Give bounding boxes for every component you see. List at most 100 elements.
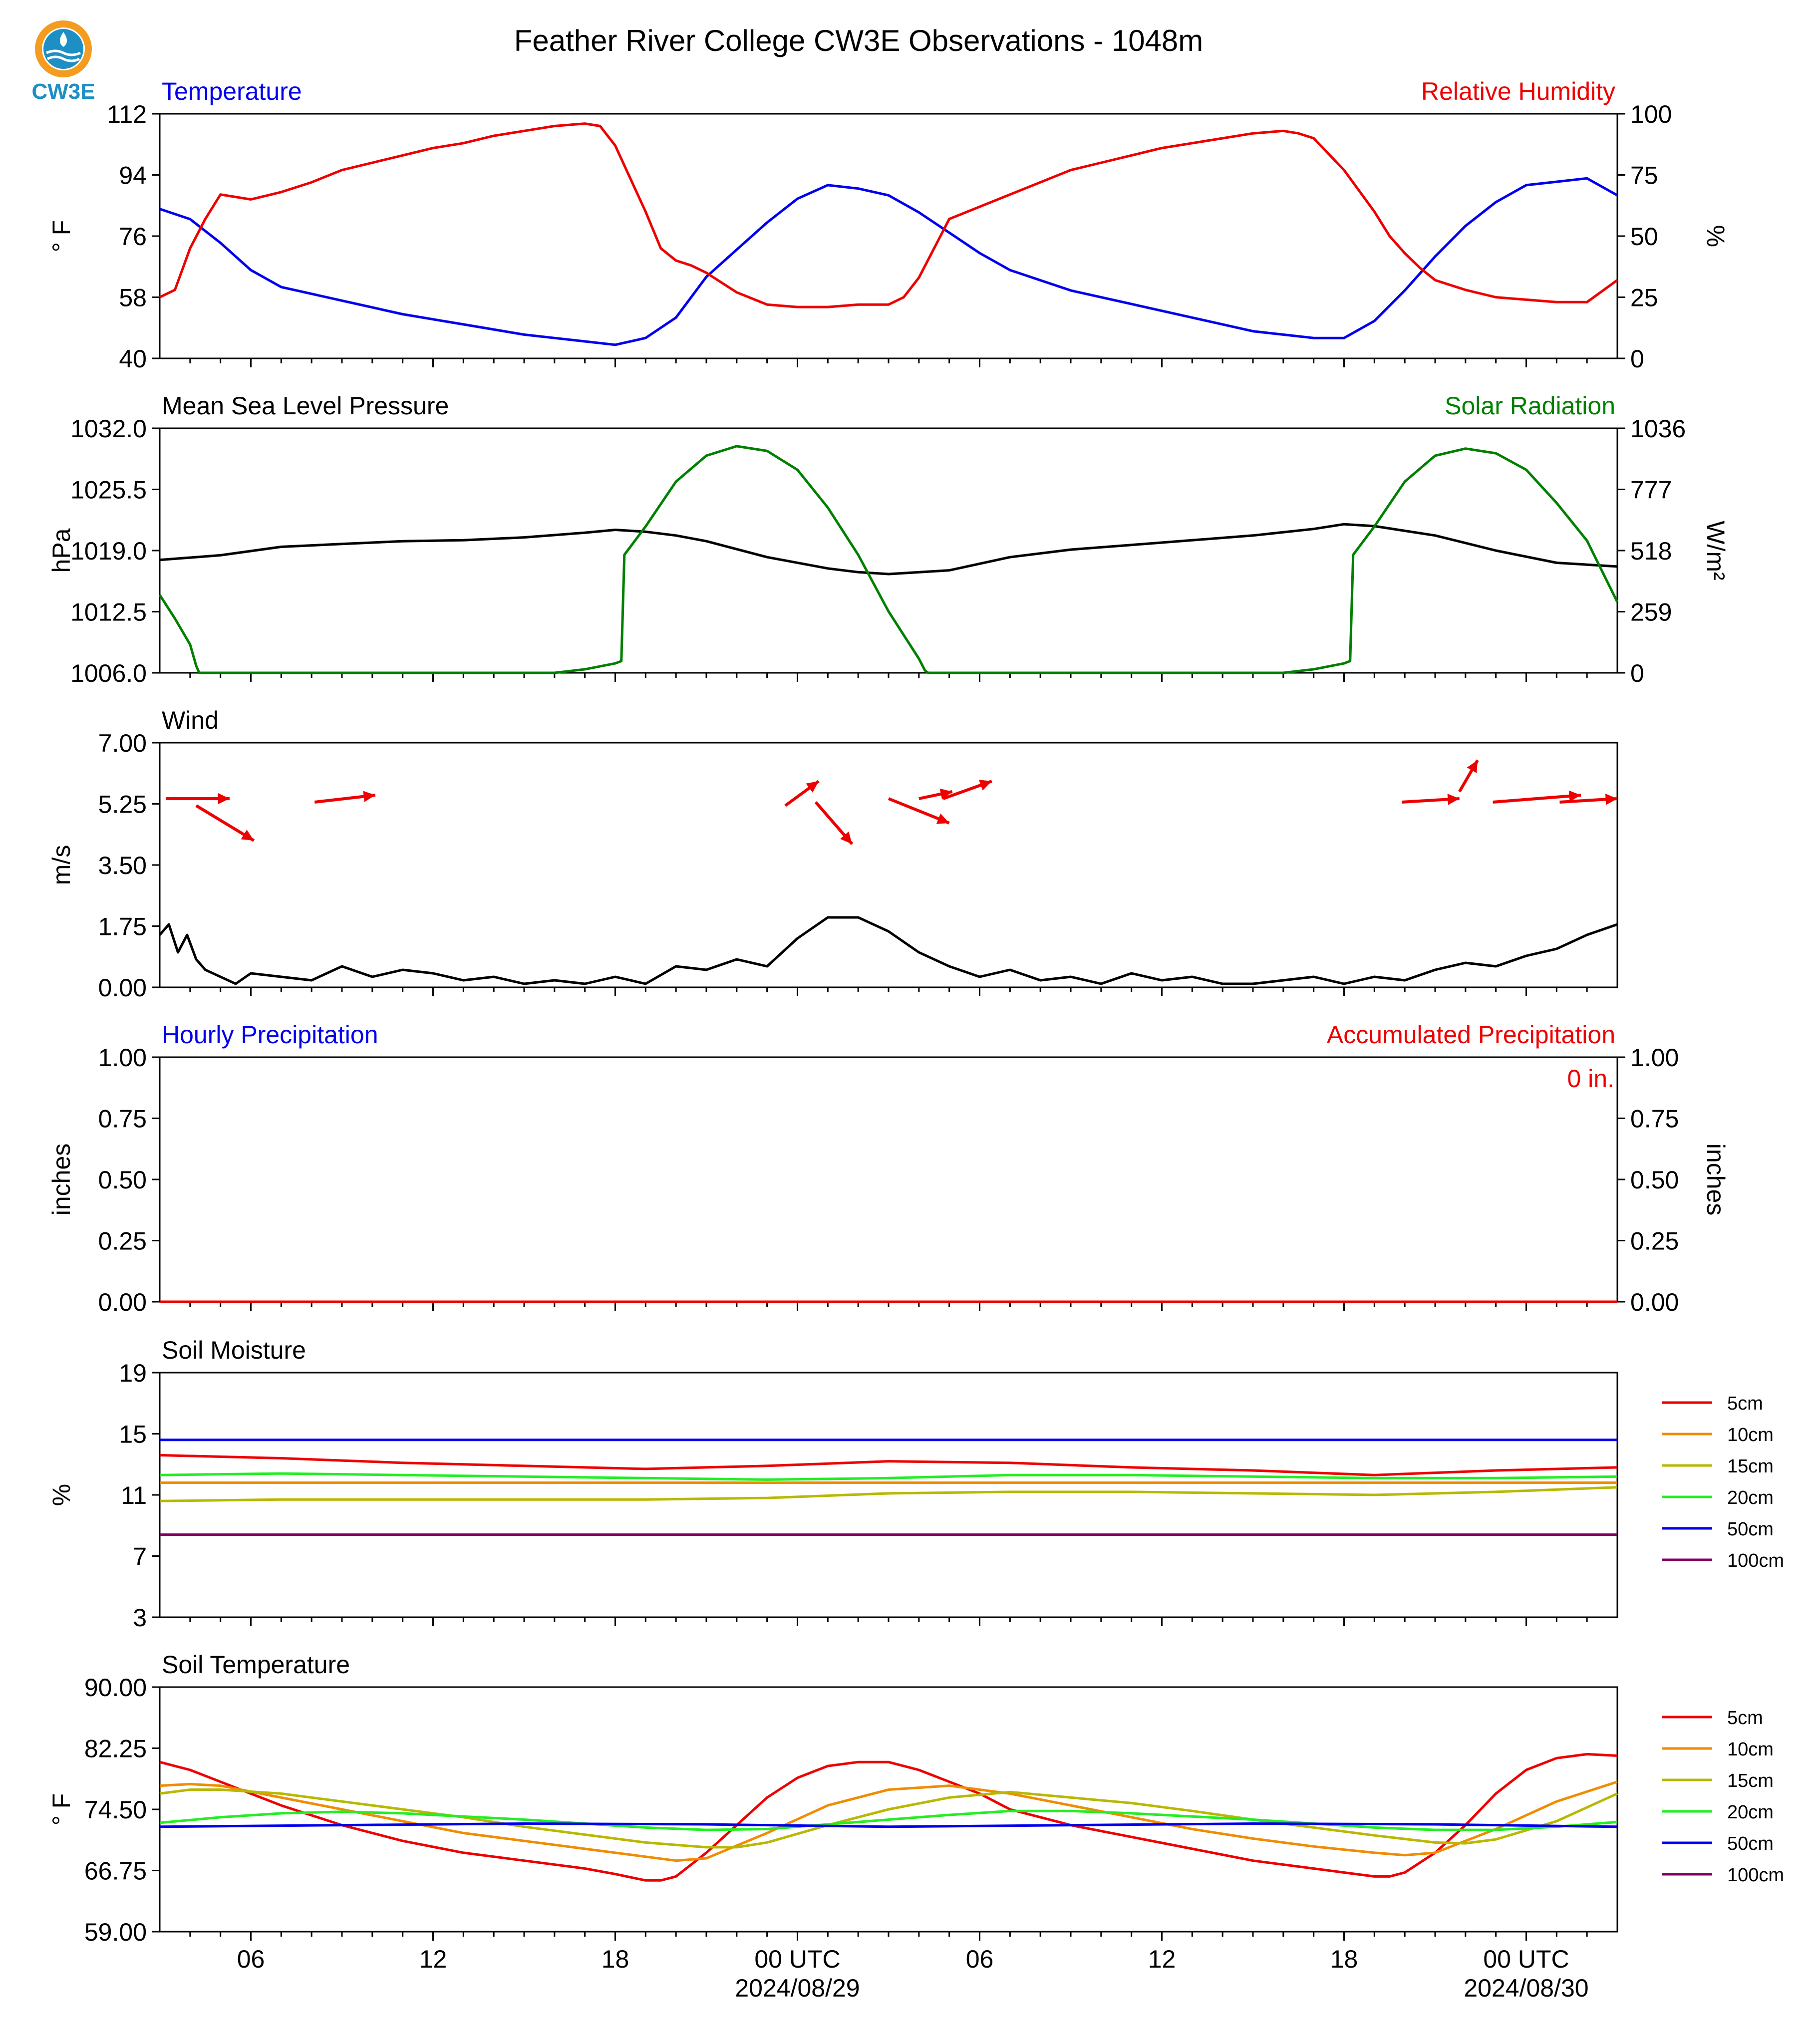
series-line-10cm xyxy=(159,1780,1618,1862)
cw3e-logo: CW3E xyxy=(22,19,122,109)
ytick-label: 82.25 xyxy=(84,1735,147,1763)
series-line-5cm xyxy=(159,1453,1618,1476)
legend-label: 15cm xyxy=(1727,1770,1774,1791)
ytick-label: 7.00 xyxy=(98,729,147,757)
ylabel-left: % xyxy=(47,1484,75,1506)
ytick-right-label: 259 xyxy=(1630,598,1672,626)
ytick-right-label: 0 xyxy=(1630,345,1644,373)
legend-label: 50cm xyxy=(1727,1833,1774,1854)
ytick-right-label: 518 xyxy=(1630,537,1672,565)
series-line-50cm xyxy=(159,1822,1618,1828)
ytick-right-label: 25 xyxy=(1630,284,1658,312)
panel-6: 90.00 82.25 74.50 66.75 59.00 Soil Temperatur… xyxy=(47,1651,1784,1946)
xtick-label: 06 xyxy=(237,1945,265,1973)
ytick-label: 1032.0 xyxy=(70,415,147,443)
panel-title-left: Wind xyxy=(162,706,219,734)
panel-1: 112 94 76 58 40 100 75 50 25 0 Temperature Relative… xyxy=(47,77,1730,373)
wind-arrow-head xyxy=(1568,790,1581,802)
ytick-label: 1006.0 xyxy=(70,659,147,687)
ytick-label: 0.25 xyxy=(98,1227,147,1255)
panel-title-right: Accumulated Precipitation xyxy=(1327,1021,1615,1049)
wind-arrow-head xyxy=(840,831,852,844)
ytick-label: 3.50 xyxy=(98,852,147,879)
ytick-label: 76 xyxy=(119,223,147,251)
xtick-label: 18 xyxy=(602,1945,629,1973)
series-line-s1 xyxy=(159,916,1618,985)
ytick-label: 0.75 xyxy=(98,1105,147,1133)
logo-wave-1 xyxy=(45,49,81,56)
panels: 112 94 76 58 40 100 75 50 25 0 Temperature Relative… xyxy=(47,77,1784,2002)
series-line-s2 xyxy=(158,445,1619,674)
logo-ring xyxy=(35,20,92,77)
panel-frame xyxy=(159,1056,1618,1303)
logo-disc xyxy=(43,29,83,69)
series-line-s1 xyxy=(159,177,1618,346)
figure-title: Feather River College CW3E Observations … xyxy=(514,24,1204,57)
legend-label: 5cm xyxy=(1727,1393,1763,1414)
wind-arrow-head xyxy=(936,813,949,824)
ytick-label: 19 xyxy=(119,1359,147,1387)
xtick-label: 18 xyxy=(1330,1945,1358,1973)
series-line-15cm xyxy=(159,1788,1618,1849)
ytick-label: 0.00 xyxy=(98,974,147,1002)
wind-arrows xyxy=(166,759,1618,845)
ytick-right-label: 50 xyxy=(1630,223,1658,251)
panel-5: 19 15 11 7 3 Soil Moisture% 5cm 10cm 15cm 20cm 50c… xyxy=(47,1336,1784,1632)
ylabel-right: W/m² xyxy=(1702,521,1730,580)
panel-title-left: Mean Sea Level Pressure xyxy=(162,392,449,420)
ytick-right-label: 75 xyxy=(1630,162,1658,190)
ytick-label: 1025.5 xyxy=(70,476,147,504)
ytick-label: 7 xyxy=(133,1543,147,1571)
ytick-label: 58 xyxy=(119,284,147,312)
legend-label: 15cm xyxy=(1727,1456,1774,1477)
date-label: 2024/08/30 xyxy=(1464,1974,1588,2002)
ytick-label: 94 xyxy=(119,162,147,190)
ylabel-left: hPa xyxy=(47,528,75,573)
accumulated-total-label: 0 in. xyxy=(1567,1065,1614,1093)
wind-arrow-head xyxy=(1447,794,1460,805)
series-line-5cm xyxy=(159,1752,1618,1882)
logo-text: CW3E xyxy=(31,79,95,104)
series-line-s2 xyxy=(159,122,1618,308)
series-line-15cm xyxy=(159,1486,1618,1502)
series-line-20cm xyxy=(159,1809,1618,1831)
series-line-s1 xyxy=(159,523,1618,576)
xtick-label: 00 UTC xyxy=(1483,1945,1569,1973)
ytick-right-label: 0.50 xyxy=(1630,1166,1679,1194)
panel-frame xyxy=(159,427,1618,674)
logo-wave-2 xyxy=(46,55,80,62)
legend-label: 5cm xyxy=(1727,1708,1763,1729)
legend-label: 10cm xyxy=(1727,1425,1774,1446)
wind-arrow-head xyxy=(241,830,254,841)
ytick-label: 0.00 xyxy=(98,1288,147,1316)
xtick-label: 12 xyxy=(1148,1945,1176,1973)
wind-arrow-head xyxy=(1467,760,1478,773)
ytick-right-label: 1.00 xyxy=(1630,1044,1679,1072)
panel-title-left: Temperature xyxy=(162,77,302,105)
ytick-label: 1.75 xyxy=(98,913,147,941)
ylabel-right: % xyxy=(1702,225,1730,247)
ytick-right-label: 1036 xyxy=(1630,415,1686,443)
ylabel-left: inches xyxy=(47,1144,75,1216)
panel-frame xyxy=(159,742,1618,988)
wind-arrow-head xyxy=(1605,794,1617,805)
ytick-label: 3 xyxy=(133,1604,147,1632)
wind-arrow-head xyxy=(939,788,952,800)
ytick-label: 15 xyxy=(119,1421,147,1449)
legend-label: 100cm xyxy=(1727,1865,1784,1886)
ytick-label: 59.00 xyxy=(84,1918,147,1946)
ylabel-left: ° F xyxy=(47,1793,75,1825)
ytick-label: 0.50 xyxy=(98,1166,147,1194)
series-line-20cm xyxy=(159,1472,1618,1481)
panel-4: 1.00 0.75 0.50 0.25 0.00 1.00 0.75 0.50 0.25 0.00… xyxy=(47,1021,1730,1316)
ytick-right-label: 0.00 xyxy=(1630,1288,1679,1316)
legend-label: 100cm xyxy=(1727,1550,1784,1571)
legend-label: 20cm xyxy=(1727,1802,1774,1823)
panel-title-left: Hourly Precipitation xyxy=(162,1021,378,1049)
panel-title-right: Solar Radiation xyxy=(1445,392,1615,420)
ytick-label: 1.00 xyxy=(98,1044,147,1072)
panel-3: 7.00 5.25 3.50 1.75 0.00 Wind m/s xyxy=(47,706,1618,1002)
panel-title-left: Soil Temperature xyxy=(162,1651,350,1679)
ytick-right-label: 777 xyxy=(1630,476,1672,504)
